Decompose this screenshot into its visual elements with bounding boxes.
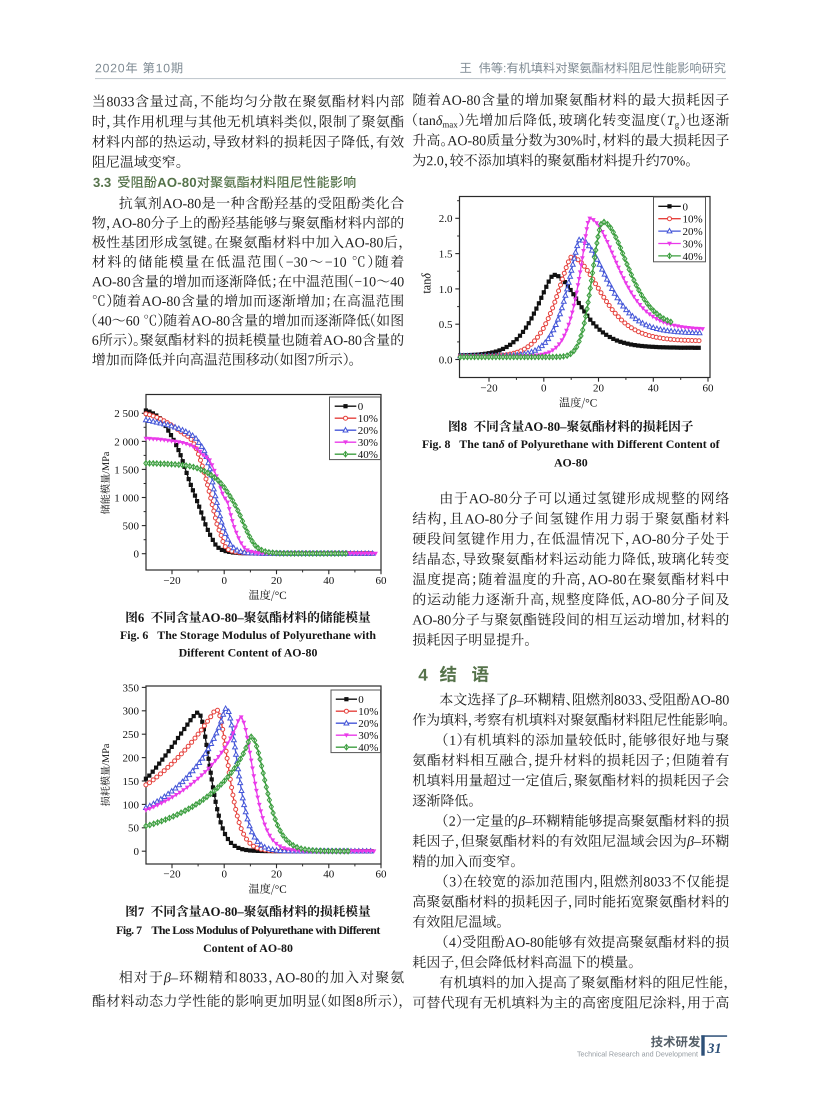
svg-text:0: 0 xyxy=(358,401,364,413)
svg-text:200: 200 xyxy=(123,753,140,765)
svg-text:20: 20 xyxy=(593,383,605,395)
svg-text:30%: 30% xyxy=(683,239,703,251)
svg-text:50: 50 xyxy=(128,823,140,835)
svg-text:100: 100 xyxy=(123,799,140,811)
svg-text:40%: 40% xyxy=(358,449,378,461)
svg-text:31: 31 xyxy=(706,1041,721,1057)
svg-text:20: 20 xyxy=(271,575,283,587)
svg-text:1.5: 1.5 xyxy=(439,249,453,261)
svg-text:0.5: 0.5 xyxy=(439,319,453,331)
svg-text:2 500: 2 500 xyxy=(114,408,139,420)
svg-text:150: 150 xyxy=(123,776,140,788)
svg-text:20%: 20% xyxy=(358,718,378,730)
svg-text:−20: −20 xyxy=(480,383,498,395)
svg-text:−20: −20 xyxy=(163,575,181,587)
svg-text:1.0: 1.0 xyxy=(439,284,453,296)
svg-text:30%: 30% xyxy=(358,730,378,742)
svg-text:350: 350 xyxy=(123,682,140,694)
svg-text:10%: 10% xyxy=(358,413,378,425)
svg-text:0: 0 xyxy=(358,694,364,706)
svg-text:2.0: 2.0 xyxy=(439,213,453,225)
svg-text:40%: 40% xyxy=(358,742,378,754)
svg-text:1 500: 1 500 xyxy=(114,464,139,476)
svg-text:0: 0 xyxy=(221,869,227,881)
svg-text:250: 250 xyxy=(123,729,140,741)
svg-text:60: 60 xyxy=(376,575,388,587)
svg-text:30%: 30% xyxy=(358,437,378,449)
svg-text:Technical Research and Develop: Technical Research and Development xyxy=(577,1050,698,1059)
svg-text:10%: 10% xyxy=(683,214,703,226)
svg-text:AO-80: AO-80 xyxy=(554,456,588,470)
svg-text:0.0: 0.0 xyxy=(439,354,453,366)
svg-text:1 000: 1 000 xyxy=(114,492,139,504)
svg-text:Fig. 6 The Storage Modulus o: Fig. 6 The Storage Modulus of Polyuretha… xyxy=(120,628,376,642)
svg-text:0: 0 xyxy=(541,383,547,395)
svg-text:0: 0 xyxy=(134,549,140,561)
svg-text:0: 0 xyxy=(683,201,689,213)
svg-text:Fig. 7 The Loss Modulus of: Fig. 7 The Loss Modulus of Polyurethane … xyxy=(116,923,380,937)
svg-text:60: 60 xyxy=(376,869,388,881)
svg-text:20%: 20% xyxy=(683,226,703,238)
svg-text:10%: 10% xyxy=(358,706,378,718)
svg-text:40: 40 xyxy=(323,869,335,881)
svg-text:40%: 40% xyxy=(683,251,703,263)
svg-text:20: 20 xyxy=(271,869,283,881)
svg-text:40: 40 xyxy=(648,383,660,395)
svg-text:0: 0 xyxy=(221,575,227,587)
svg-text:20%: 20% xyxy=(358,425,378,437)
svg-text:2 000: 2 000 xyxy=(114,436,139,448)
svg-text:−20: −20 xyxy=(163,869,181,881)
svg-text:Content of AO-80: Content of AO-80 xyxy=(203,941,293,955)
svg-text:0: 0 xyxy=(134,846,140,858)
svg-text:Fig. 8 The tanδ of Polyureth: Fig. 8 The tanδ of Polyurethane with Dif… xyxy=(422,437,721,451)
svg-text:500: 500 xyxy=(123,521,140,533)
svg-text:60: 60 xyxy=(703,383,715,395)
svg-text:40: 40 xyxy=(323,575,335,587)
svg-text:tanδ: tanδ xyxy=(420,273,434,294)
svg-text:300: 300 xyxy=(123,706,140,718)
svg-text:Different Content of AO-80: Different Content of AO-80 xyxy=(179,646,318,660)
